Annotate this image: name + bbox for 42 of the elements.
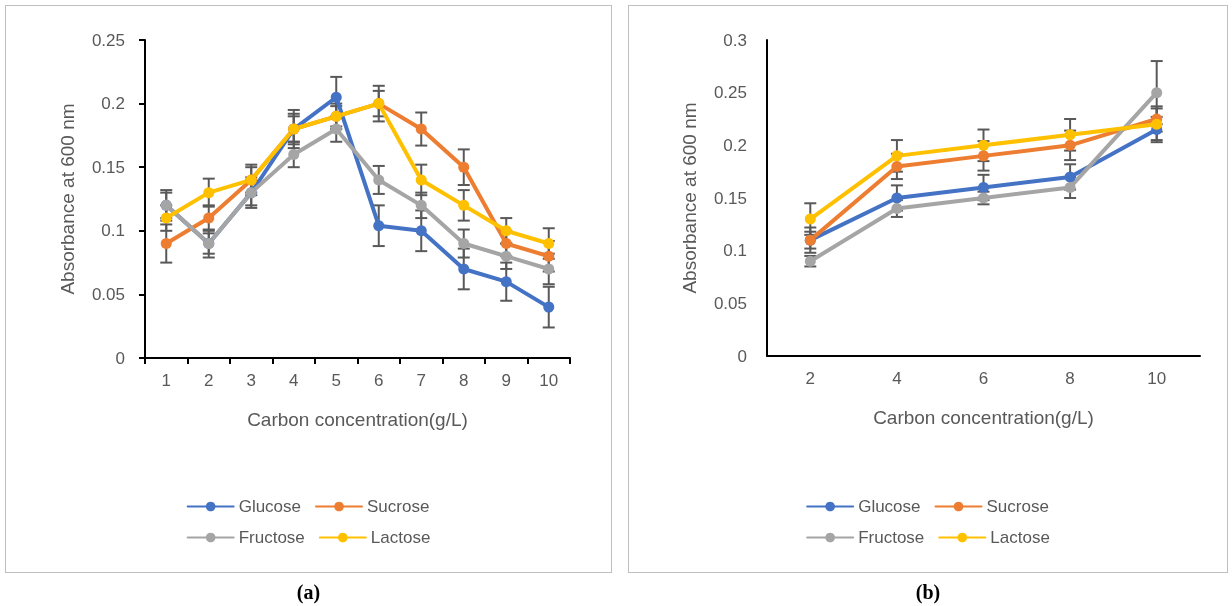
x-tick-label: 3 <box>246 371 256 390</box>
x-axis-title: Carbon concentration(g/L) <box>873 407 1094 428</box>
x-tick-label: 9 <box>501 371 511 390</box>
text: (a) <box>296 581 321 604</box>
y-tick-label: 0 <box>737 346 747 366</box>
legend-label: Fructose <box>238 528 305 547</box>
legend-label: Glucose <box>238 497 302 516</box>
x-tick-label: 10 <box>1147 369 1167 388</box>
x-tick-label: 2 <box>805 369 816 388</box>
x-tick-label: 8 <box>1065 369 1075 388</box>
legend-label: Sucrose <box>986 497 1049 516</box>
x-tick-label: 10 <box>539 371 559 390</box>
y-tick-label: 0.05 <box>91 284 125 304</box>
text: (b) <box>915 581 941 604</box>
y-tick-label: 0 <box>115 348 125 368</box>
legend-label: Sucrose <box>367 497 430 516</box>
y-axis-title: Absorbance at 600 nm <box>679 102 700 294</box>
y-tick-label: 0.2 <box>723 135 747 155</box>
y-tick-label: 0.1 <box>723 241 747 261</box>
legend-label: Fructose <box>858 528 925 547</box>
x-axis-title: Carbon concentration(g/L) <box>247 409 468 430</box>
y-tick-label: 0.15 <box>713 188 747 208</box>
y-tick-label: 0.15 <box>91 157 125 177</box>
x-tick-label: 4 <box>892 369 902 388</box>
x-tick-label: 1 <box>161 371 171 390</box>
y-tick-label: 0.05 <box>713 293 747 313</box>
y-tick-label: 0.2 <box>101 94 125 114</box>
y-tick-label: 0.25 <box>713 83 747 103</box>
x-tick-label: 5 <box>331 371 341 390</box>
x-tick-label: 2 <box>204 371 214 390</box>
legend-label: Lactose <box>990 528 1050 547</box>
x-tick-label: 4 <box>289 371 299 390</box>
legend-label: Lactose <box>370 528 431 547</box>
legend-label: Glucose <box>858 497 921 516</box>
y-tick-label: 0.25 <box>91 30 125 50</box>
x-tick-label: 8 <box>459 371 469 390</box>
y-tick-label: 0.1 <box>101 221 125 241</box>
y-axis-title: Absorbance at 600 nm <box>57 103 78 295</box>
x-tick-label: 6 <box>374 371 384 390</box>
x-tick-label: 6 <box>978 369 989 388</box>
y-tick-label: 0.3 <box>723 30 747 50</box>
x-tick-label: 7 <box>416 371 426 390</box>
